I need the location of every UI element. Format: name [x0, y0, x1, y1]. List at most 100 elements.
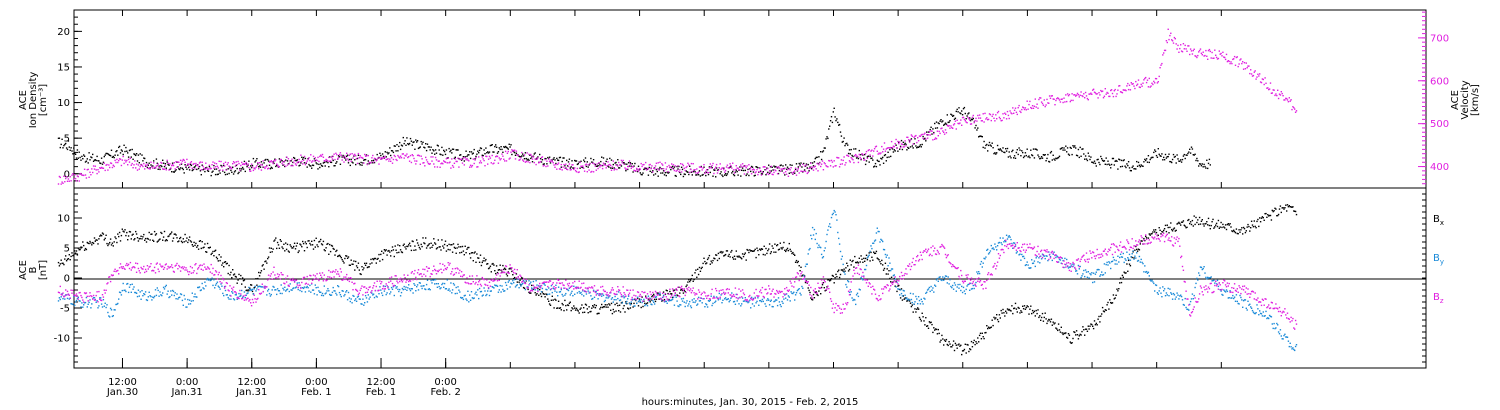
p0-s0-pt-43-10	[907, 146, 909, 149]
p0-s1-pt-1-6	[84, 174, 87, 176]
p0-s0-pt-23-12	[542, 163, 544, 165]
p0-s0-pt-48-12	[995, 153, 997, 155]
p0-s1-pt-6-23	[207, 168, 210, 170]
p1-s0-pt-1-16	[93, 237, 96, 239]
p1-s0-pt-5-12	[154, 234, 157, 236]
p1-s0-pt-33-13	[759, 248, 761, 250]
p0-s0-pt-26-13	[608, 166, 610, 168]
p0-s0-pt-24-6	[558, 156, 561, 159]
p0-s1-pt-40-15	[933, 132, 935, 135]
p1-s0-pt-39-21	[895, 280, 897, 282]
p0-s1-pt-14-0	[359, 155, 361, 157]
p0-s1-pt-16-23	[423, 162, 425, 164]
p0-s1-pt-22-6	[537, 157, 539, 159]
p1-s0-pt-13-16	[330, 244, 333, 247]
p0-s0-pt-59-5	[1193, 154, 1195, 156]
p0-s0-pt-8-17	[223, 171, 226, 174]
p0-s1-pt-26-23	[638, 168, 641, 170]
p0-s1-pt-29-12	[693, 169, 695, 171]
p1-s0-pt-8-14	[221, 264, 223, 266]
p0-s1-pt-50-18	[1151, 82, 1153, 84]
p1-s0-pt-1-15	[92, 242, 95, 245]
p1-s1-pt-19-8	[452, 282, 455, 285]
p1-s0-pt-25-6	[580, 307, 582, 309]
p0-s0-pt-20-7	[473, 148, 475, 151]
p1-s0-pt-4-19	[139, 237, 141, 240]
p1-s1-pt-9-22	[250, 288, 252, 291]
p0-s0-pt-17-2	[404, 140, 406, 142]
p1-s1-pt-8-17	[223, 285, 226, 288]
p0-s0-pt-44-16	[934, 122, 936, 125]
p0-s0-pt-25-14	[587, 166, 589, 168]
p0-s1-pt-7-15	[222, 169, 224, 171]
p0-s0-pt-56-6	[1140, 164, 1142, 166]
p0-s0-pt-31-14	[716, 169, 719, 171]
p0-s0-pt-20-5	[471, 153, 474, 155]
p1-s0-pt-5-7	[150, 233, 152, 235]
p1-s1-pt-17-12	[413, 283, 415, 285]
p1-s0-pt-12-10	[303, 250, 306, 252]
p0-s0-pt-19-1	[446, 157, 448, 159]
p0-ytick-label-4: 20	[57, 27, 70, 38]
p0-s0-pt-54-6	[1097, 158, 1099, 161]
p0-s1-pt-13-21	[356, 162, 359, 165]
p1-s0-pt-28-4	[643, 300, 645, 302]
p0-s0-pt-26-18	[612, 163, 614, 166]
p1-s1-pt-4-8	[129, 284, 132, 286]
p0-s1-pt-12-19	[333, 153, 335, 155]
p0-s1-pt-40-7	[926, 134, 928, 136]
p0-s0-pt-6-9	[173, 171, 175, 173]
p0-s0-pt-47-8	[980, 135, 983, 138]
p0-s1-pt-12-3	[319, 155, 321, 158]
p1-s0-pt-38-13	[866, 259, 869, 261]
p0-s1-pt-24-22	[594, 165, 597, 167]
p0-s0-pt-12-5	[299, 164, 301, 166]
p0-s1-pt-1-4	[83, 174, 85, 177]
p0-s0-pt-11-10	[282, 164, 284, 166]
p0-s1-pt-46-3	[1051, 95, 1053, 97]
p0-s0-pt-25-0	[574, 160, 577, 162]
p0-s0-pt-17-22	[422, 141, 424, 143]
p1-s1-pt-15-6	[364, 295, 367, 297]
p1-s0-pt-59-9	[1294, 210, 1296, 212]
p0-s0-pt-50-20	[1045, 160, 1047, 162]
p1-s0-pt-37-0	[833, 282, 835, 284]
p0-s1-pt-10-14	[285, 156, 288, 158]
p1-s0-pt-18-10	[433, 238, 435, 240]
p0-s0-pt-44-15	[933, 131, 935, 134]
p1-s0-pt-34-4	[783, 241, 785, 244]
p1-s1-pt-16-19	[398, 290, 400, 293]
p0-s0-pt-5-1	[144, 165, 147, 167]
p0-s1-pt-30-12	[715, 166, 717, 168]
p0-s0-pt-48-11	[994, 152, 996, 154]
p0-s1-pt-50-17	[1150, 85, 1152, 87]
legend-bz: Bz	[1433, 292, 1444, 305]
p0-s0-pt-16-10	[390, 154, 392, 157]
p1-s0-pt-38-20	[873, 251, 875, 253]
p1-s0-pt-51-9	[1143, 237, 1145, 240]
p0-s1-pt-4-4	[147, 167, 149, 170]
p1-s1-pt-12-16	[309, 284, 311, 287]
p0-s0-pt-13-12	[327, 161, 329, 164]
p0-s1-pt-7-6	[214, 162, 216, 164]
p0-s0-pt-4-0	[122, 153, 124, 156]
p0-s1-pt-46-19	[1066, 100, 1068, 103]
p1-s0-pt-31-7	[710, 260, 712, 262]
p0-s0-pt-8-9	[216, 173, 219, 176]
p1-s0-pt-15-1	[360, 273, 362, 276]
p0-s0-pt-15-15	[372, 159, 375, 162]
p0-s0-pt-34-9	[776, 167, 779, 169]
p0-s0-pt-8-3	[211, 171, 213, 173]
p1-s0-pt-59-3	[1288, 205, 1290, 207]
p0-s1-pt-39-13	[909, 139, 912, 141]
p1-s1-pt-15-5	[364, 302, 366, 304]
p0-s0-pt-28-22	[659, 166, 661, 169]
p0-s0-pt-41-11	[875, 165, 878, 168]
p1-s0-pt-4-14	[135, 230, 137, 233]
p1-s0-pt-11-19	[290, 245, 292, 248]
p0-s1-pt-20-11	[498, 157, 500, 159]
p1-s1-pt-5-15	[157, 289, 159, 292]
p1-s1-pt-13-16	[330, 294, 333, 296]
p1-s0-pt-59-6	[1291, 206, 1293, 208]
p1-s0-pt-32-22	[745, 259, 747, 261]
